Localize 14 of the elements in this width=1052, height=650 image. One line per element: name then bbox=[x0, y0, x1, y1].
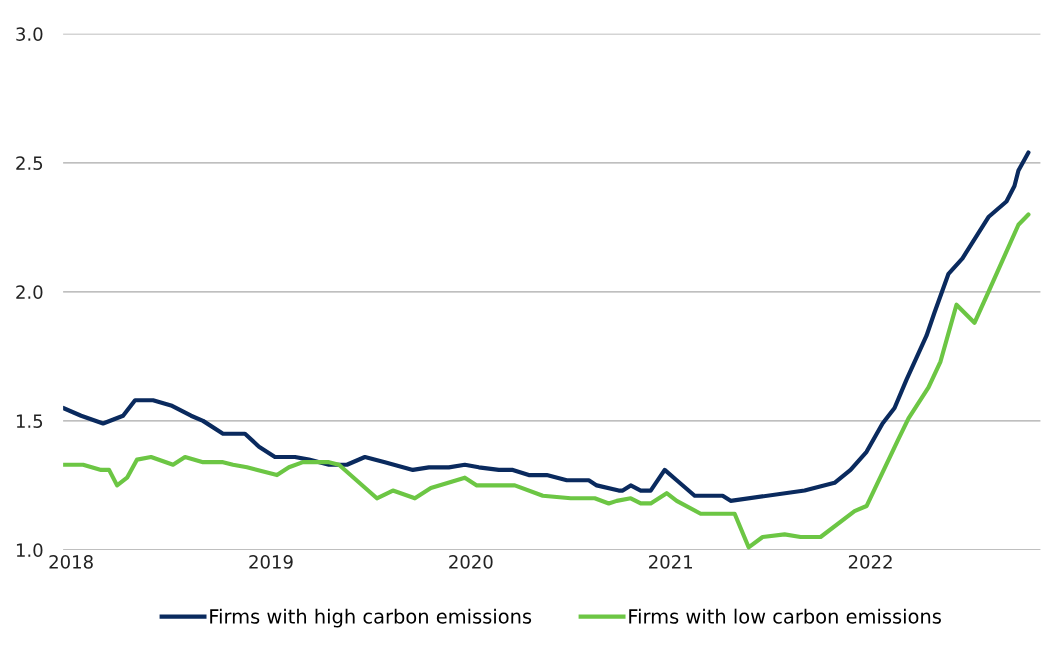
x-tick-label: 2019 bbox=[249, 555, 293, 569]
y-tick-label: 2.0 bbox=[16, 285, 43, 299]
x-tick-label: 2020 bbox=[449, 555, 493, 569]
legend-label: Firms with low carbon emissions bbox=[629, 608, 941, 624]
y-tick-label: 1.5 bbox=[16, 414, 43, 428]
x-tick-label: 2022 bbox=[848, 555, 892, 569]
line-series bbox=[63, 212, 1031, 550]
y-tick-label: 2.5 bbox=[16, 156, 43, 170]
y-tick-label: 1.0 bbox=[16, 543, 43, 558]
line-series bbox=[63, 150, 1031, 503]
x-tick-label: 2021 bbox=[649, 555, 692, 569]
y-tick-label: 3.0 bbox=[16, 27, 43, 41]
x-tick-label: 2018 bbox=[49, 555, 93, 569]
legend-label: Firms with high carbon emissions bbox=[210, 608, 532, 628]
